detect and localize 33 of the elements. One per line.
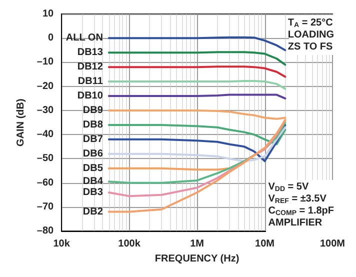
y-tick-label: –60 — [36, 177, 54, 188]
y-tick-label: –80 — [36, 226, 54, 237]
y-tick-label: –10 — [36, 56, 54, 68]
series-label: DB9 — [82, 104, 104, 116]
y-axis-title: GAIN (dB) — [16, 98, 26, 146]
series-label: DB5 — [82, 162, 104, 174]
annotation: AMPLIFIER — [268, 218, 323, 228]
series-label: DB7 — [82, 134, 104, 145]
y-tick-label: –20 — [36, 80, 54, 92]
y-tick-label: 0 — [48, 32, 54, 44]
series-label: DB11 — [78, 76, 104, 88]
series-label: DB2 — [82, 206, 104, 218]
series-label: ALL ON — [66, 32, 103, 44]
series-label: DB8 — [82, 119, 104, 130]
series-label: DB6 — [82, 148, 104, 160]
y-tick-label: –70 — [36, 201, 54, 212]
annotation: ZS TO FS — [288, 42, 334, 52]
y-tick-label: –30 — [36, 104, 54, 116]
series-label: DB3 — [82, 187, 104, 198]
series-label: DB12 — [77, 62, 104, 73]
x-tick-label: 10k — [53, 238, 70, 250]
x-tick-label: 1M — [190, 238, 204, 250]
y-tick-label: 10 — [42, 8, 54, 20]
x-axis-title: FREQUENCY (Hz) — [154, 254, 240, 264]
y-tick-label: –40 — [36, 129, 54, 140]
series-label: DB4 — [82, 176, 104, 188]
y-tick-label: –50 — [36, 153, 54, 164]
x-tick-label: 10M — [255, 238, 274, 250]
annotation: LOADING — [288, 30, 334, 40]
series-label: DB10 — [77, 90, 104, 102]
series-label: DB13 — [77, 47, 104, 58]
x-tick-label: 100k — [118, 238, 141, 250]
x-tick-label: 100M — [320, 238, 345, 250]
